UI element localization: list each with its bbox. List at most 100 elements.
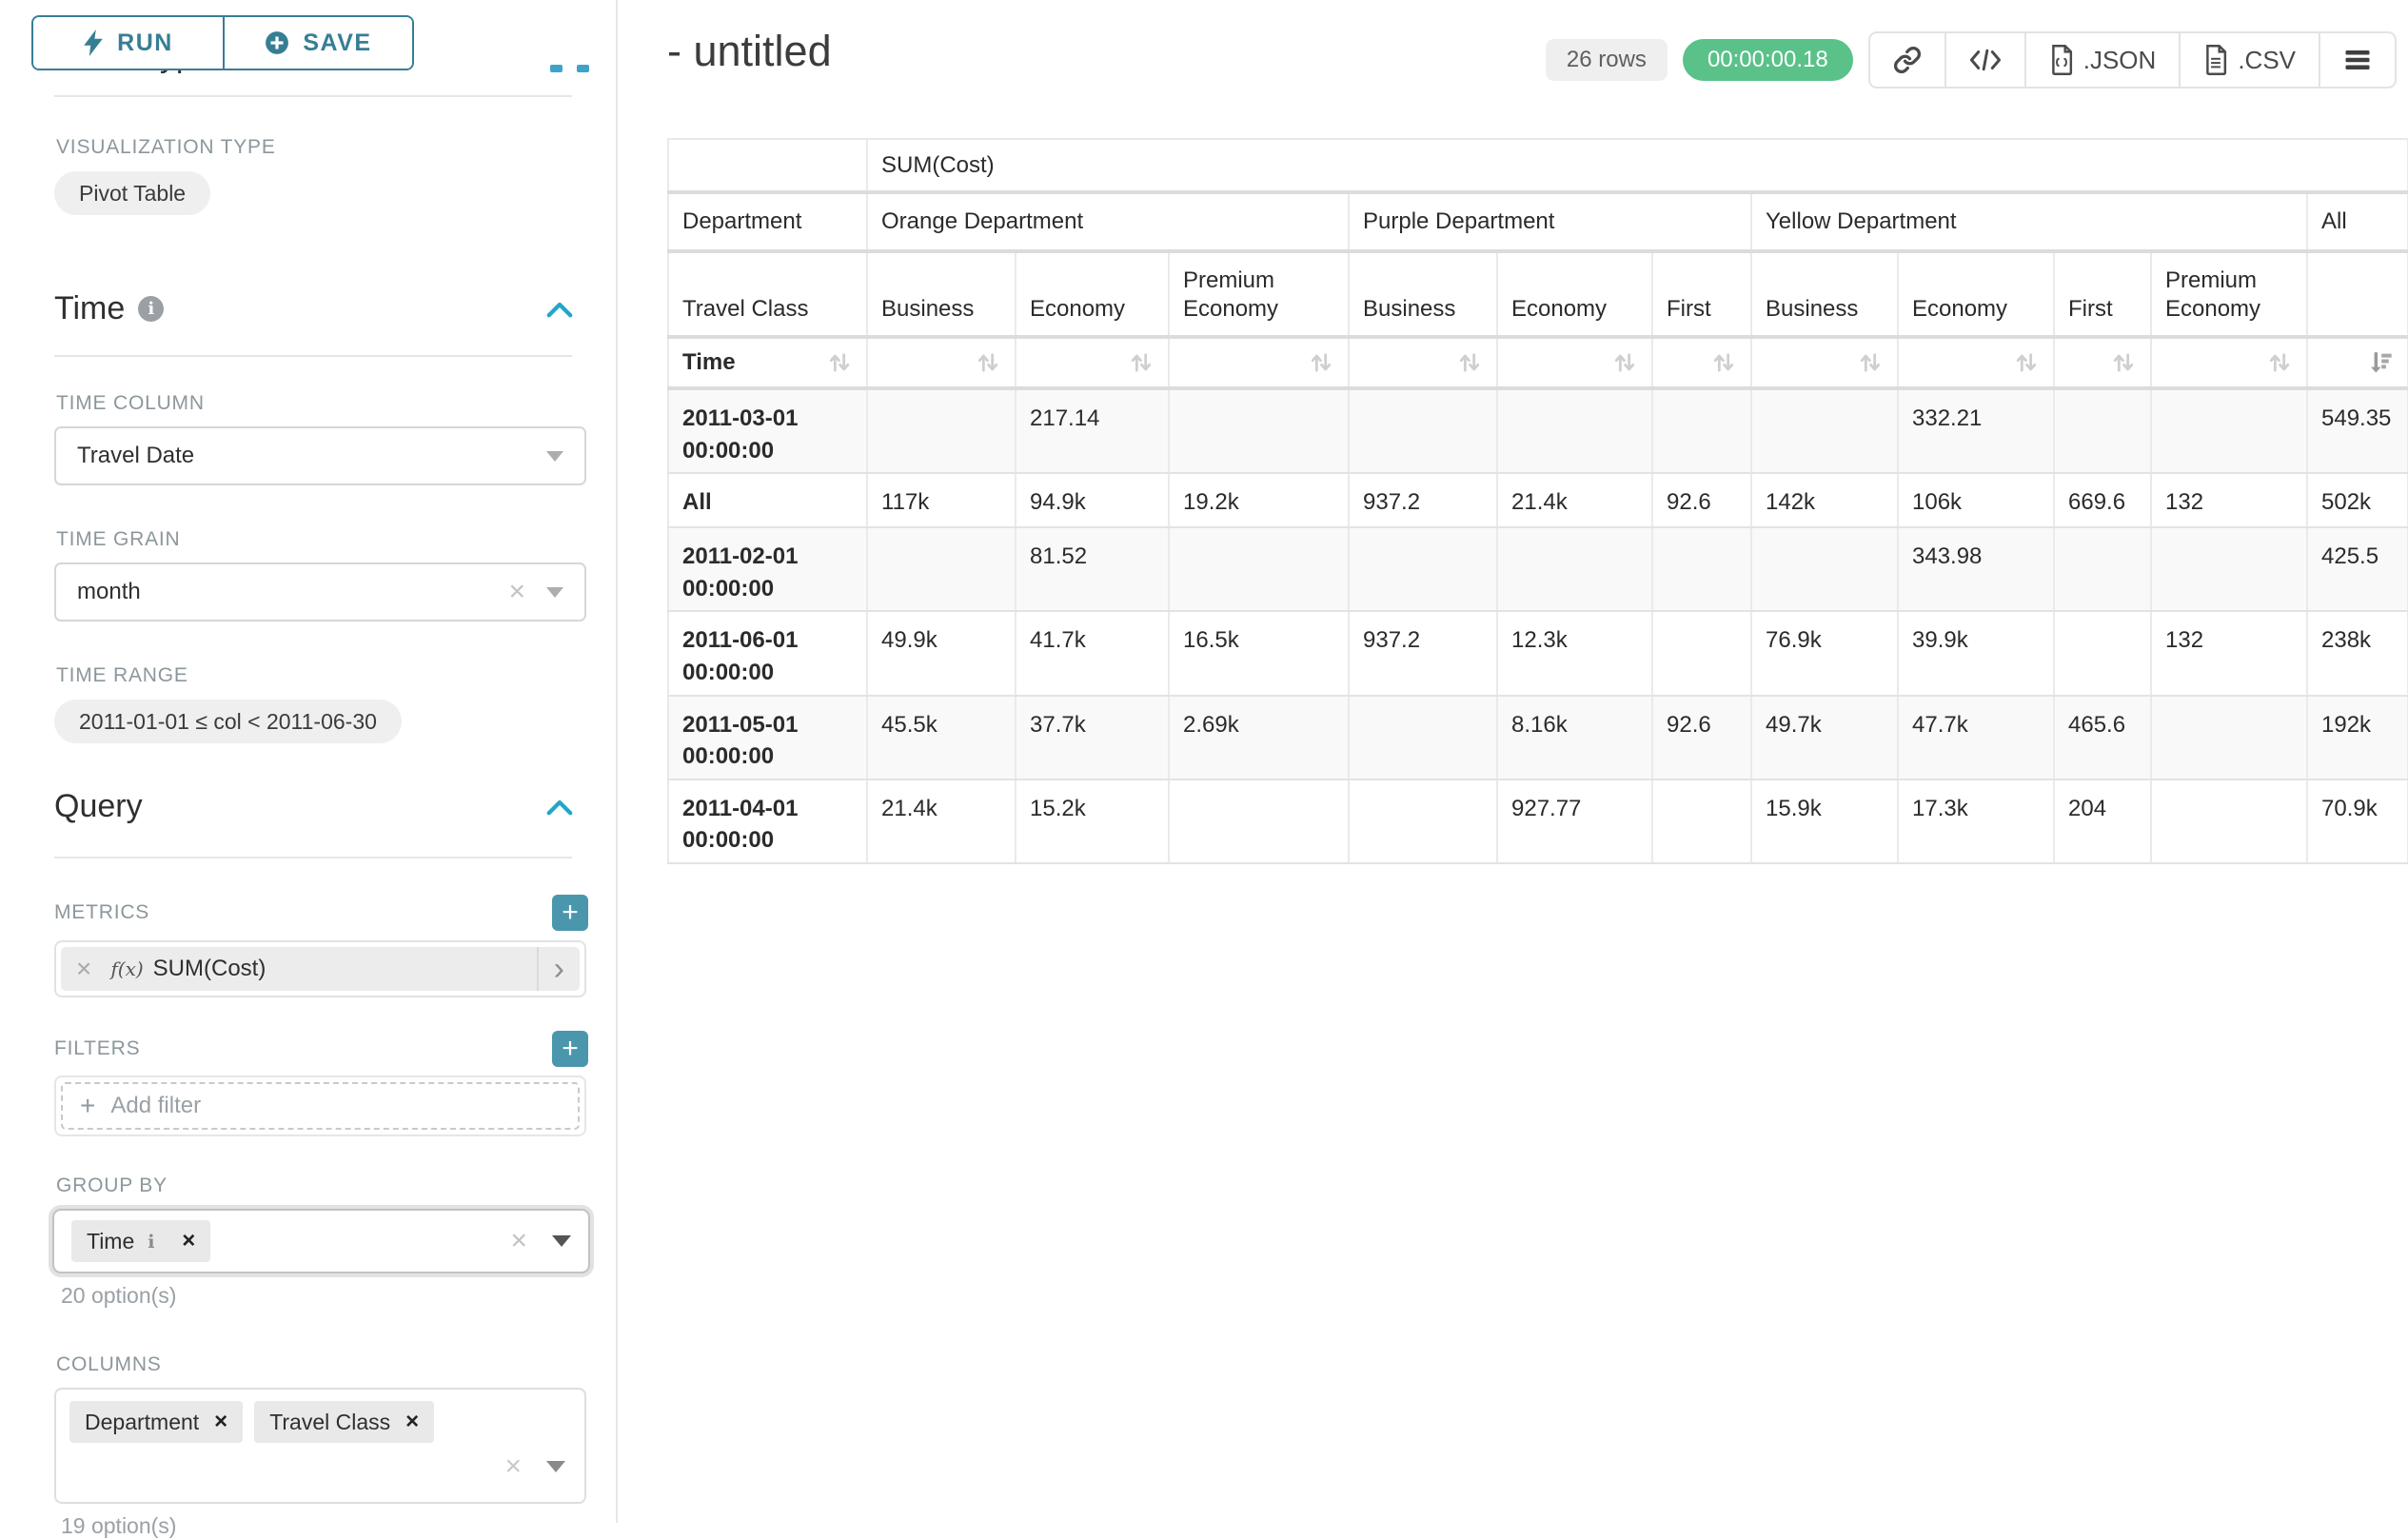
- pivot-value-cell: [1652, 527, 1752, 613]
- sort-icon[interactable]: [1308, 349, 1334, 376]
- pivot-value-cell: 16.5k: [1169, 611, 1350, 697]
- pivot-value-cell: 92.6: [1652, 695, 1752, 780]
- clear-icon[interactable]: ×: [508, 576, 525, 607]
- pivot-value-cell: [1169, 527, 1350, 613]
- pivot-value-cell: 927.77: [1497, 779, 1653, 864]
- remove-chip-icon[interactable]: ×: [214, 1409, 228, 1434]
- run-button[interactable]: RUN: [33, 17, 223, 69]
- pivot-value-cell: 12.3k: [1497, 611, 1653, 697]
- query-section-title: Query: [54, 788, 143, 824]
- info-icon[interactable]: i: [148, 1232, 155, 1253]
- pivot-value-cell: 465.6: [2054, 695, 2152, 780]
- time-section-header: Time i: [54, 290, 574, 327]
- add-filter-button[interactable]: + Add filter: [61, 1082, 580, 1130]
- pivot-value-cell: [1497, 388, 1653, 475]
- pivot-value-cell: [1751, 527, 1899, 613]
- visualization-type-chip[interactable]: Pivot Table: [54, 171, 211, 215]
- sort-icon[interactable]: [2110, 349, 2137, 376]
- clear-icon[interactable]: ×: [504, 1450, 522, 1482]
- time-range-chip[interactable]: 2011-01-01 ≤ col < 2011-06-30: [54, 700, 402, 743]
- divider: [54, 857, 572, 858]
- pivot-value-cell: [2151, 527, 2308, 613]
- pivot-value-cell: 47.7k: [1898, 695, 2055, 780]
- group-by-chips: Time i ×: [71, 1220, 222, 1262]
- caret-down-icon[interactable]: [552, 1235, 571, 1247]
- code-button[interactable]: [1944, 33, 2024, 87]
- divider: [536, 947, 539, 991]
- file-json-icon: [2049, 45, 2074, 75]
- time-grain-select[interactable]: month ×: [54, 562, 586, 622]
- pivot-value-cell: [867, 388, 1016, 475]
- file-csv-button[interactable]: .CSV: [2179, 33, 2319, 87]
- filters-container: + Add filter: [54, 1075, 586, 1136]
- info-icon[interactable]: i: [138, 296, 165, 322]
- pivot-value-cell: 15.2k: [1016, 779, 1170, 864]
- chevron-right-icon[interactable]: ›: [553, 951, 564, 987]
- sort-icon[interactable]: [2266, 349, 2293, 376]
- chevron-up-icon[interactable]: [545, 300, 574, 319]
- menu-button[interactable]: [2319, 33, 2395, 87]
- export-label: .CSV: [2238, 45, 2296, 74]
- pivot-sort-column: [867, 337, 1016, 390]
- metrics-container: × f(x) SUM(Cost) ›: [54, 940, 586, 997]
- sort-icon[interactable]: [1611, 349, 1638, 376]
- plus-circle-icon: [266, 31, 289, 54]
- filters-label: FILTERS: [54, 1037, 141, 1059]
- sort-icon[interactable]: [1128, 349, 1155, 376]
- add-metric-button[interactable]: +: [552, 895, 588, 931]
- sort-icon[interactable]: [826, 349, 853, 376]
- sort-icon[interactable]: [1456, 349, 1483, 376]
- remove-metric-icon[interactable]: ×: [76, 954, 92, 983]
- divider: [54, 355, 572, 357]
- columns-chip-label: Travel Class: [269, 1409, 391, 1434]
- file-json-button[interactable]: .JSON: [2023, 33, 2180, 87]
- chart-title[interactable]: - untitled: [667, 27, 832, 75]
- columns-chip[interactable]: Travel Class ×: [254, 1401, 435, 1443]
- caret-down-icon[interactable]: [546, 1461, 565, 1472]
- pivot-value-cell: [1349, 527, 1498, 613]
- pivot-value-cell: 117k: [867, 473, 1016, 529]
- pivot-sort-column: [1016, 337, 1170, 390]
- pivot-value-cell: 94.9k: [1016, 473, 1170, 529]
- code-icon: [1969, 48, 2002, 72]
- sort-icon[interactable]: [1857, 349, 1884, 376]
- sort-icon[interactable]: [1710, 349, 1737, 376]
- time-column-select[interactable]: Travel Date: [54, 426, 586, 485]
- pivot-value-cell: 669.6: [2054, 473, 2152, 529]
- clear-icon[interactable]: ×: [510, 1225, 527, 1256]
- pivot-value-cell: 21.4k: [1497, 473, 1653, 529]
- group-by-chip-label: Time: [87, 1228, 135, 1253]
- group-by-select[interactable]: Time i × ×: [52, 1209, 590, 1273]
- pivot-sort-column: [1751, 337, 1899, 390]
- file-csv-icon: [2203, 45, 2228, 75]
- sort-desc-icon[interactable]: [2367, 349, 2394, 376]
- pivot-value-cell: [1751, 388, 1899, 475]
- chevron-up-icon[interactable]: [545, 798, 574, 817]
- pivot-class-header: Premium Economy: [2151, 251, 2308, 339]
- metric-pill[interactable]: × f(x) SUM(Cost) ›: [61, 947, 580, 991]
- group-by-label: GROUP BY: [56, 1174, 168, 1196]
- columns-chip[interactable]: Department ×: [69, 1401, 244, 1443]
- pivot-sort-column: [1898, 337, 2055, 390]
- pivot-value-cell: 343.98: [1898, 527, 2055, 613]
- save-button[interactable]: SAVE: [223, 17, 412, 69]
- row-count-badge: 26 rows: [1545, 39, 1668, 81]
- remove-chip-icon[interactable]: ×: [182, 1228, 196, 1253]
- sort-icon[interactable]: [975, 349, 1001, 376]
- columns-select[interactable]: Department × Travel Class × ×: [54, 1388, 586, 1504]
- export-toolbar: .JSON .CSV: [1867, 31, 2397, 89]
- add-filter-plus-button[interactable]: +: [552, 1031, 588, 1067]
- pivot-row-label: 2011-02-01 00:00:00: [668, 527, 868, 613]
- pivot-value-cell: [2054, 611, 2152, 697]
- group-by-chip[interactable]: Time i ×: [71, 1220, 211, 1262]
- pivot-class-header: Economy: [1497, 251, 1653, 339]
- sort-icon[interactable]: [2013, 349, 2040, 376]
- pivot-class-header: First: [2054, 251, 2152, 339]
- link-button[interactable]: [1870, 33, 1944, 87]
- lightning-icon: [84, 30, 103, 56]
- pivot-value-cell: [1349, 779, 1498, 864]
- remove-chip-icon[interactable]: ×: [405, 1409, 420, 1434]
- time-label: Time: [682, 349, 736, 375]
- group-by-options-hint: 20 option(s): [61, 1283, 177, 1308]
- pivot-row-label: 2011-06-01 00:00:00: [668, 611, 868, 697]
